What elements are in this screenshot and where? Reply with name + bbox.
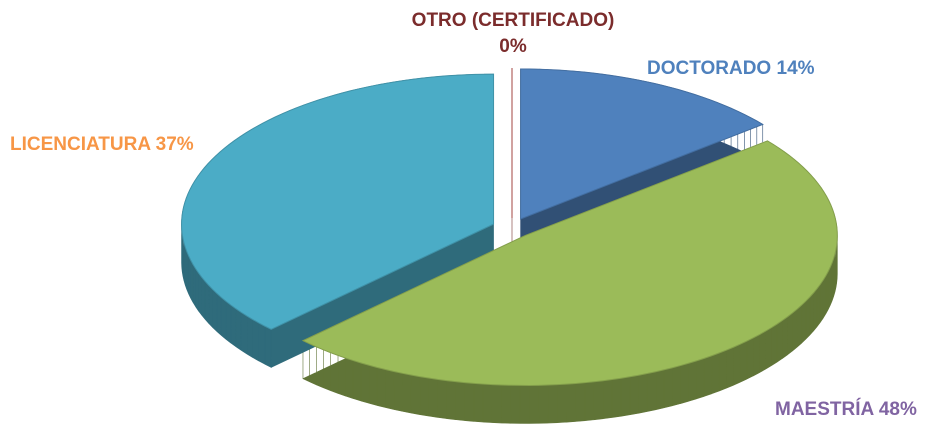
slice [520,68,764,220]
slice-label: MAESTRÍA 48% [775,397,917,423]
slice-label: OTRO (CERTIFICADO) 0% [408,8,618,60]
slice [301,140,838,386]
category: LICENCIATURA [10,134,151,155]
category: OTRO (CERTIFICADO) [411,10,615,31]
category: MAESTRÍA [775,399,874,420]
category: DOCTORADO [647,58,772,79]
slice-label: DOCTORADO 14% [647,56,815,82]
value-label: 14% [776,58,815,79]
value-label: 0% [499,36,527,57]
slice-label: LICENCIATURA 37% [10,132,194,158]
value-label: 48% [878,399,917,420]
slice [181,73,495,330]
value-label: 37% [155,134,194,155]
